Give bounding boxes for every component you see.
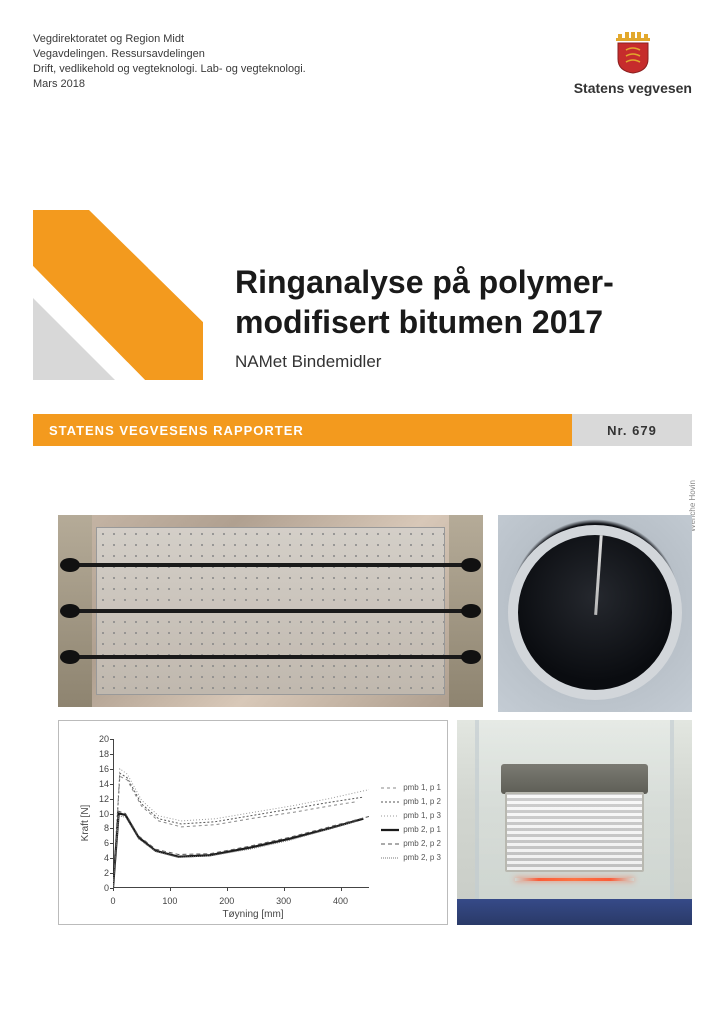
photo-beaker-heating — [457, 720, 692, 925]
chart-xlabel: Tøyning [mm] — [59, 909, 447, 920]
chart-ytick: 12 — [85, 794, 109, 804]
chart-xtick: 200 — [219, 896, 234, 906]
report-banner: STATENS VEGVESENS RAPPORTER Nr. 679 — [33, 414, 692, 446]
chart-ytick: 2 — [85, 868, 109, 878]
header-line-4: Mars 2018 — [33, 77, 306, 92]
legend-item: pmb 2, p 2 — [381, 837, 441, 851]
legend-item: pmb 1, p 3 — [381, 809, 441, 823]
legend-item: pmb 1, p 1 — [381, 781, 441, 795]
chart-legend: pmb 1, p 1pmb 1, p 2pmb 1, p 3pmb 2, p 1… — [381, 781, 441, 865]
banner-number: Nr. 679 — [572, 414, 692, 446]
chart-xtick: 400 — [333, 896, 348, 906]
title-line-1: Ringanalyse på polymer- — [235, 264, 614, 300]
chart-xtick: 100 — [162, 896, 177, 906]
geometric-decoration — [33, 210, 198, 380]
chart-xtick: 0 — [110, 896, 115, 906]
logo: Statens vegvesen — [574, 32, 692, 96]
chart-ytick: 4 — [85, 853, 109, 863]
chart-ytick: 8 — [85, 823, 109, 833]
chart-xtick: 300 — [276, 896, 291, 906]
header-line-1: Vegdirektoratet og Region Midt — [33, 32, 306, 47]
legend-item: pmb 2, p 1 — [381, 823, 441, 837]
header: Vegdirektoratet og Region Midt Vegavdeli… — [33, 32, 692, 96]
chart-ytick: 6 — [85, 838, 109, 848]
logo-shield-icon — [610, 32, 656, 74]
header-text: Vegdirektoratet og Region Midt Vegavdeli… — [33, 32, 306, 96]
image-grid: Kraft [N] 024681012141618200100200300400… — [58, 515, 692, 928]
header-line-2: Vegavdelingen. Ressursavdelingen — [33, 47, 306, 62]
logo-text: Statens vegvesen — [574, 80, 692, 96]
title-line-2: modifisert bitumen 2017 — [235, 304, 603, 340]
title-block: Ringanalyse på polymer- modifisert bitum… — [235, 262, 692, 372]
chart-ytick: 14 — [85, 779, 109, 789]
legend-item: pmb 1, p 2 — [381, 795, 441, 809]
chart-ytick: 16 — [85, 764, 109, 774]
header-line-3: Drift, vedlikehold og vegteknologi. Lab-… — [33, 62, 306, 77]
chart-ytick: 10 — [85, 809, 109, 819]
chart-force-strain: Kraft [N] 024681012141618200100200300400… — [58, 720, 448, 925]
main-title: Ringanalyse på polymer- modifisert bitum… — [235, 262, 692, 342]
chart-ytick: 18 — [85, 749, 109, 759]
subtitle: NAMet Bindemidler — [235, 352, 692, 372]
legend-item: pmb 2, p 3 — [381, 851, 441, 865]
chart-ytick: 0 — [85, 883, 109, 893]
photo-test-apparatus — [58, 515, 483, 707]
banner-label: STATENS VEGVESENS RAPPORTER — [33, 414, 572, 446]
photo-bitumen-cup — [498, 515, 692, 712]
chart-ytick: 20 — [85, 734, 109, 744]
